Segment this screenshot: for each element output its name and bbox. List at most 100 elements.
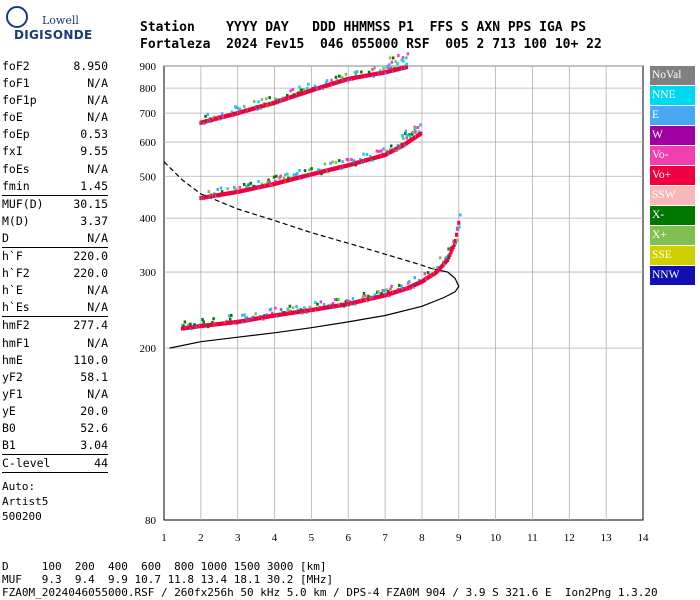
echo-point	[279, 174, 282, 178]
echo-point	[274, 306, 277, 310]
echo-point	[298, 169, 301, 173]
echo-point	[400, 284, 403, 288]
y-tick-label: 500	[140, 171, 157, 183]
echo-point	[408, 280, 411, 284]
param-value: N/A	[87, 230, 108, 245]
echo-point	[220, 190, 224, 194]
echo-point	[388, 63, 391, 67]
param-label: B0	[2, 420, 16, 435]
echo-point	[256, 107, 259, 111]
echo-point	[402, 59, 405, 63]
echo-point	[189, 322, 192, 326]
echo-point	[278, 176, 281, 180]
param-label: foEp	[2, 127, 30, 142]
echo-point	[373, 293, 377, 297]
echo-point	[410, 132, 414, 136]
param-label: M(D)	[2, 213, 30, 228]
param-label: hmF1	[2, 335, 30, 350]
y-tick-label: 600	[140, 137, 157, 149]
echo-point	[368, 155, 372, 159]
echo-point	[245, 185, 248, 189]
param-value: N/A	[87, 283, 108, 298]
echo-point	[455, 232, 459, 237]
echo-point	[333, 298, 337, 302]
legend-item: NoVal	[650, 66, 695, 85]
separator	[2, 454, 108, 456]
separator	[2, 194, 108, 196]
param-row: h`F2 220.0	[2, 265, 108, 282]
y-tick-label: 400	[140, 213, 157, 225]
legend-item: NNW	[650, 266, 695, 285]
lowell-digisonde-logo: Lowell DIGISONDE	[2, 4, 92, 44]
echo-point	[389, 66, 393, 70]
param-row: yE 20.0	[2, 403, 108, 420]
parameter-panel: foF2 8.950 foF1 N/A foF1p N/A foE N/A foEp 0.53 fx…	[2, 58, 108, 524]
param-label: fxI	[2, 144, 23, 159]
echo-point	[341, 76, 344, 80]
echo-point	[302, 88, 306, 92]
legend-item: SSW	[650, 186, 695, 205]
echo-point	[404, 129, 408, 133]
echo-point	[408, 133, 411, 137]
auto-version: 500200	[2, 510, 42, 524]
legend-item: E	[650, 106, 695, 125]
echo-point	[319, 300, 323, 304]
echo-point	[346, 158, 350, 162]
param-label: foF2	[2, 59, 30, 73]
footer-distance-row: D 100 200 400 600 800 1000 1500 3000 [km…	[2, 560, 327, 573]
echo-point	[401, 56, 405, 60]
echo-point	[241, 313, 244, 317]
echo-point	[406, 52, 410, 56]
echo-point	[388, 294, 391, 298]
echo-point	[412, 285, 415, 289]
echo-point	[372, 74, 375, 78]
param-row: M(D) 3.37	[2, 213, 108, 230]
echo-point	[226, 187, 229, 191]
echo-point	[201, 318, 204, 322]
echo-point	[385, 149, 389, 153]
echo-point	[323, 162, 327, 166]
echo-point	[378, 69, 382, 73]
legend-item: NNE	[650, 86, 695, 105]
param-row: foF2 8.950	[2, 58, 108, 75]
auto-label: Auto:	[2, 480, 36, 494]
echo-point	[313, 84, 317, 88]
legend: NoVal NNE E W Vo- Vo+ SSW X- X+ SSE NNW	[650, 66, 695, 286]
param-value: N/A	[87, 110, 108, 125]
echo-point	[334, 75, 338, 79]
echo-point	[455, 238, 459, 242]
echo-point	[353, 302, 357, 306]
echo-point	[402, 137, 405, 141]
param-row: C-level 44	[2, 455, 108, 472]
param-label: C-level	[2, 456, 51, 471]
echo-point	[238, 107, 242, 111]
x-tick-label: 12	[564, 532, 575, 544]
param-row: foF1p N/A	[2, 92, 108, 109]
echo-point	[275, 174, 278, 178]
echo-point	[391, 56, 395, 60]
echo-point	[388, 56, 392, 60]
echo-point	[249, 181, 253, 185]
param-label: foF1p	[2, 93, 37, 108]
echo-point	[289, 89, 292, 93]
echo-point	[382, 67, 385, 71]
echo-point	[211, 321, 214, 325]
echo-point	[396, 62, 399, 66]
echo-point	[408, 134, 412, 138]
echo-point	[359, 157, 362, 161]
echo-point	[426, 271, 430, 275]
echo-point	[338, 74, 341, 78]
echo-point	[183, 320, 187, 324]
echo-point	[204, 114, 207, 118]
echo-point	[260, 182, 264, 186]
echo-point	[287, 308, 291, 312]
param-value: N/A	[87, 76, 108, 91]
legend-item: W	[650, 126, 695, 145]
echo-point	[436, 265, 439, 269]
legend-item: Vo-	[650, 146, 695, 165]
echo-point	[279, 307, 283, 311]
echo-point	[377, 290, 380, 294]
echo-point	[458, 225, 461, 229]
echo-point	[270, 311, 274, 315]
